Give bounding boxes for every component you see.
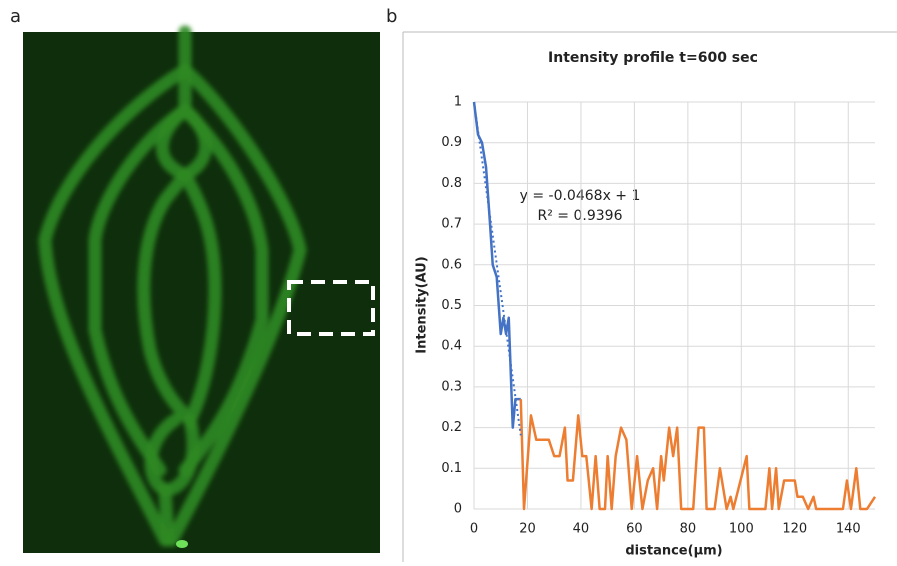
trendline-r2: R² = 0.9396 (538, 208, 623, 224)
y-tick-label: 0.5 (441, 298, 462, 313)
y-axis-label: Intensity(AU) (415, 256, 430, 353)
panel-label: a (10, 6, 21, 27)
y-tick-label: 0.1 (441, 461, 462, 476)
trendline (473, 101, 522, 436)
chart-frame (402, 31, 897, 562)
y-tick-label: 1 (454, 95, 462, 110)
x-axis-label: distance(µm) (625, 544, 722, 559)
y-tick-label: 0.8 (441, 176, 462, 191)
x-tick-label: 0 (470, 522, 478, 537)
x-tick-label: 80 (680, 522, 697, 537)
x-tick-label: 60 (626, 522, 643, 537)
x-tick-label: 20 (519, 522, 536, 537)
y-tick-label: 0.9 (441, 135, 462, 150)
micrograph (23, 25, 380, 553)
panel-label: b (386, 6, 397, 27)
x-tick-label: 100 (729, 522, 754, 537)
y-tick-label: 0 (454, 502, 462, 517)
y-tick-label: 0.6 (441, 257, 462, 272)
x-tick-label: 120 (782, 522, 807, 537)
line-series (472, 101, 521, 429)
x-tick-label: 40 (573, 522, 590, 537)
x-tick-label: 140 (836, 522, 861, 537)
trendline-equation: y = -0.0468x + 1 (520, 188, 641, 204)
y-tick-label: 0.4 (441, 339, 462, 354)
line-series (519, 399, 877, 511)
y-tick-label: 0.3 (441, 379, 462, 394)
y-tick-label: 0.7 (441, 217, 462, 232)
y-tick-label: 0.2 (441, 420, 462, 435)
chart-title: Intensity profile t=600 sec (548, 50, 758, 66)
